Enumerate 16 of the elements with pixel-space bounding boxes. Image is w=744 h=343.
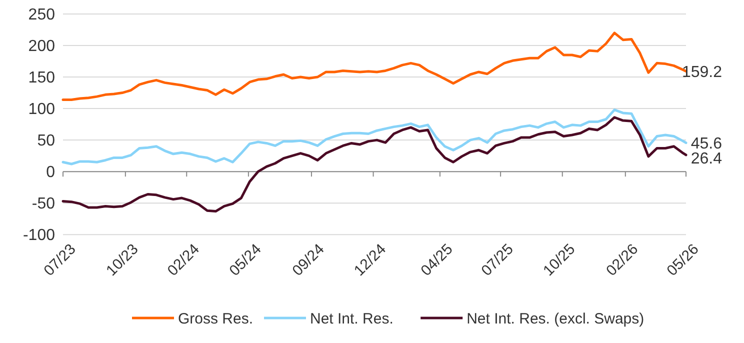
annotation: 159.2 — [682, 64, 722, 81]
y-tick-label: -100 — [22, 227, 56, 244]
legend-label: Net Int. Res. — [310, 310, 394, 328]
y-tick-label: 100 — [28, 101, 56, 118]
line-series — [62, 108, 688, 166]
y-tick-label: 200 — [28, 38, 56, 56]
legend-label: Net Int. Res. (excl. Swaps) — [466, 310, 644, 328]
legend-label: Gross Res. — [178, 310, 254, 328]
y-tick-label: -50 — [32, 196, 56, 213]
line-series — [62, 116, 688, 213]
annotation: 26.4 — [690, 150, 722, 168]
annotation: 45.6 — [690, 135, 722, 152]
y-tick-label: 250 — [28, 6, 56, 24]
y-tick-label: 150 — [28, 70, 56, 87]
y-tick-label: 0 — [46, 164, 56, 182]
y-tick-label: 50 — [37, 132, 56, 150]
